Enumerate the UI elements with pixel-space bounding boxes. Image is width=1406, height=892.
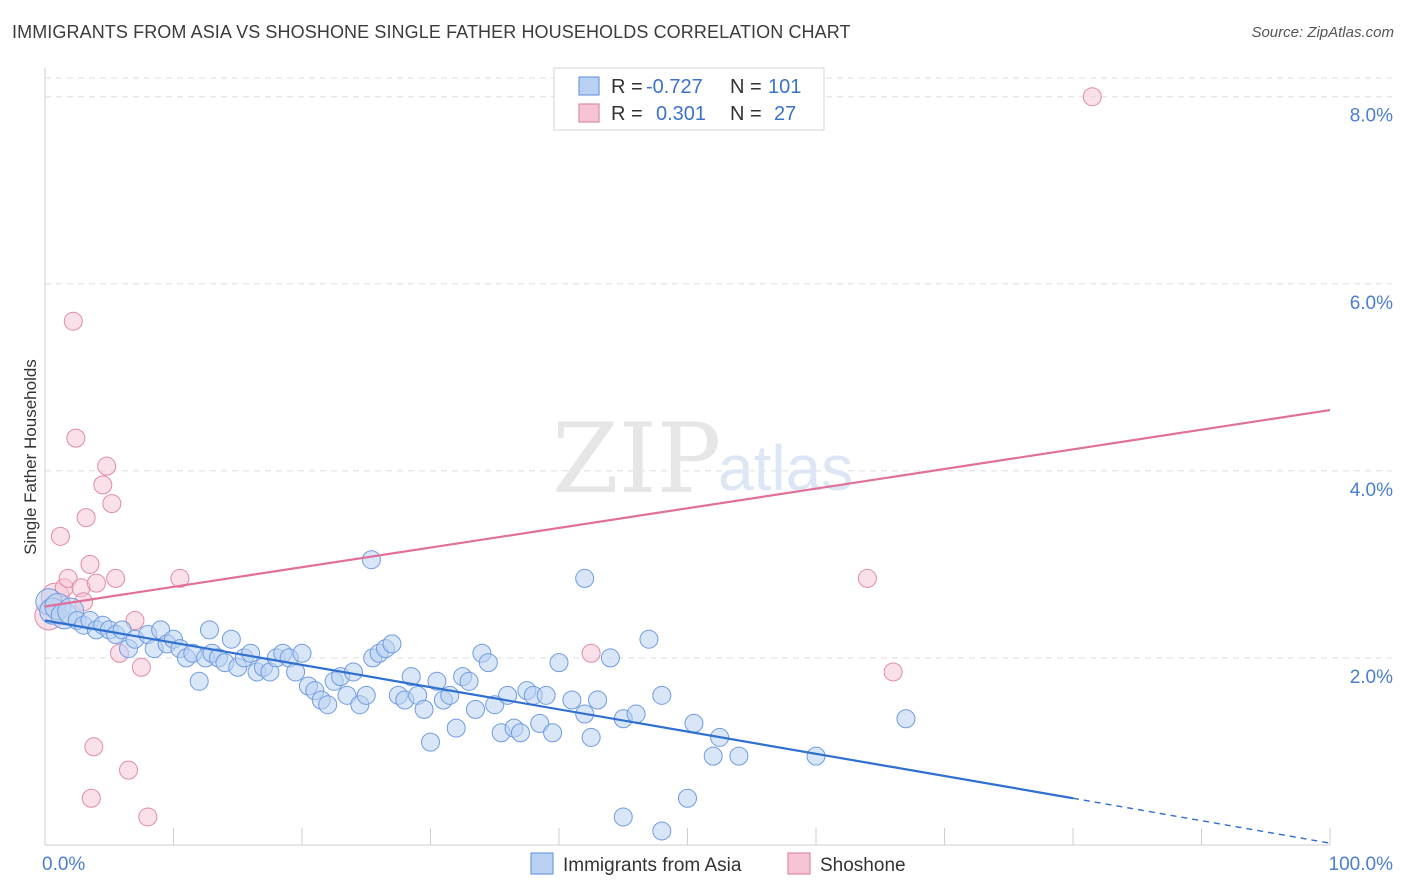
point-shoshone-18 [119,760,139,780]
point-shoshone-17 [81,788,101,808]
y-axis-label: Single Father Households [21,359,40,555]
stats-legend: R = -0.727 N = 101 R = 0.301 N = 27 [553,67,825,131]
point-shoshone-21 [138,807,158,827]
point-asia-85 [600,648,620,668]
point-asia-50 [356,685,376,705]
point-shoshone-25 [857,568,877,588]
point-asia-29 [221,629,241,649]
y-tick-label-2: 6.0% [1350,293,1393,314]
series-label-shoshone: Shoshone [820,855,906,876]
point-asia-99 [652,821,672,841]
point-shoshone-27 [1082,87,1102,107]
point-asia-70 [485,695,505,715]
point-asia-100 [684,713,704,733]
legend-n-label-1: N = [730,76,762,98]
point-asia-97 [575,568,595,588]
point-asia-81 [562,690,582,710]
trend-lines [44,408,1331,844]
point-asia-66 [459,671,479,691]
point-asia-47 [337,685,357,705]
point-asia-64 [446,718,466,738]
point-asia-84 [588,690,608,710]
point-asia-78 [536,685,556,705]
y-tick-labels: 2.0% 4.0% 6.0% 8.0% [1350,106,1393,688]
legend-r-value-1: -0.727 [646,76,703,98]
point-shoshone-2 [50,526,70,546]
point-asia-88 [639,629,659,649]
point-asia-61 [427,671,447,691]
point-shoshone-5 [63,311,83,331]
point-asia-32 [241,643,261,663]
y-tick-label-1: 4.0% [1350,480,1393,501]
legend-swatch-blue [578,76,600,96]
point-asia-77 [530,713,550,733]
watermark-zip: ZIP [552,403,721,515]
point-asia-89 [652,685,672,705]
point-asia-95 [896,709,916,729]
legend-r-value-2: 0.301 [656,103,706,125]
point-shoshone-9 [80,554,100,574]
legend-n-value-1: 101 [768,76,801,98]
point-asia-83 [581,727,601,747]
y-tick-label-0: 2.0% [1350,667,1393,688]
point-shoshone-6 [66,428,86,448]
point-asia-67 [465,699,485,719]
point-asia-25 [199,620,219,640]
point-asia-90 [678,788,697,808]
point-asia-94 [806,746,826,766]
point-shoshone-20 [131,657,151,677]
point-asia-57 [401,667,421,687]
point-shoshone-15 [106,568,126,588]
point-asia-44 [318,695,338,715]
y-tick-label-3: 8.0% [1350,106,1393,127]
watermark-atlas: atlas [718,432,853,504]
point-asia-69 [478,653,498,673]
x-tick-label-1: 100.0% [1329,854,1394,875]
point-asia-98 [613,807,633,827]
point-asia-93 [729,746,749,766]
grid-lines [45,77,1392,659]
source-credit: Source: ZipAtlas.com [1251,24,1394,41]
point-asia-91 [703,746,723,766]
point-shoshone-11 [86,573,106,593]
legend-swatch-pink [578,103,600,123]
point-shoshone-10 [84,737,104,757]
point-asia-23 [189,671,209,691]
point-asia-40 [292,643,312,663]
point-shoshone-22 [170,568,190,588]
point-asia-59 [414,699,434,719]
legend-n-value-2: 27 [774,103,796,125]
point-shoshone-12 [93,475,113,495]
point-shoshone-24 [581,643,601,663]
point-shoshone-19 [125,611,145,631]
legend-n-label-2: N = [730,103,762,125]
trend-line-asia [44,619,1074,800]
axes [44,68,1331,846]
legend-r-label-2: R = [611,103,643,125]
x-tick-label-0: 0.0% [42,854,85,875]
point-shoshone-8 [76,508,96,528]
legend-r-label-1: R = [611,76,643,98]
point-asia-80 [549,653,569,673]
x-tick-labels: 0.0% 100.0% [42,854,1393,875]
trend-line-shoshone [44,408,1331,608]
point-asia-79 [543,723,563,743]
point-shoshone-13 [97,456,117,476]
point-shoshone-4 [58,568,78,588]
point-shoshone-14 [102,494,122,514]
point-asia-74 [510,723,530,743]
watermark: ZIP atlas [552,403,853,515]
point-asia-60 [421,732,440,752]
point-asia-54 [382,634,402,654]
series-swatch-shoshone [787,852,811,875]
point-asia-87 [626,704,646,724]
point-shoshone-26 [883,662,903,682]
point-asia-96 [361,550,381,570]
chart-title: IMMIGRANTS FROM ASIA VS SHOSHONE SINGLE … [12,22,851,42]
series-label-asia: Immigrants from Asia [563,855,742,876]
series-legend: Immigrants from Asia Shoshone [530,852,906,876]
series-swatch-asia [530,852,554,875]
